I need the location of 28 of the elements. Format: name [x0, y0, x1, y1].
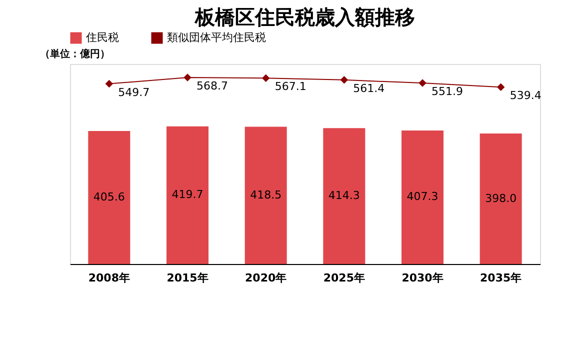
data-label: 549.7	[118, 86, 150, 99]
x-tick-label: 2025年	[323, 272, 365, 284]
data-label: 405.6	[93, 190, 125, 204]
data-label: 414.3	[328, 189, 360, 202]
point	[418, 79, 426, 87]
chart-title: 板橋区住民税歳入額推移	[194, 5, 415, 29]
x-tick-label: 2008年	[88, 272, 130, 284]
data-label: 551.9	[432, 85, 463, 98]
x-tick-label: 2020年	[245, 272, 287, 284]
x-tick-label: 2030年	[402, 272, 444, 284]
data-label: 567.1	[274, 80, 306, 94]
legend-label: 類似団体平均住民税	[167, 31, 266, 44]
data-label: 418.5	[250, 188, 282, 202]
x-tick-label: 2015年	[166, 272, 208, 284]
data-label: 561.4	[353, 82, 385, 95]
data-label: 407.3	[406, 190, 438, 204]
point	[496, 83, 505, 92]
x-tick-label: 2035年	[480, 272, 522, 284]
point	[184, 74, 192, 82]
legend-label: 住民税	[86, 31, 119, 44]
point	[262, 74, 270, 82]
data-label: 398.0	[485, 192, 517, 205]
data-label: 568.7	[196, 80, 228, 93]
point	[340, 76, 348, 84]
text: （単位：億円）	[40, 48, 110, 60]
data-label: 539.4	[510, 89, 542, 102]
data-label: 419.7	[172, 188, 204, 202]
point	[105, 80, 114, 88]
